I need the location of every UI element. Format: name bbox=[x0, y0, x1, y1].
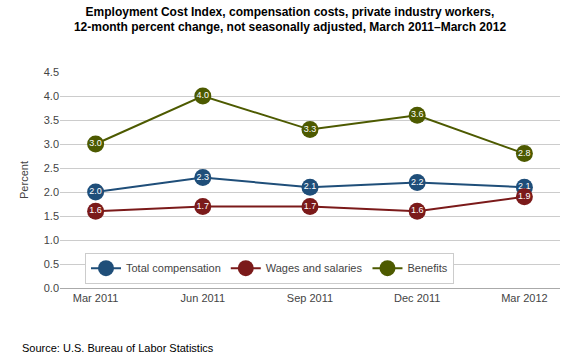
svg-text:0.5: 0.5 bbox=[44, 258, 59, 270]
svg-text:Wages and salaries: Wages and salaries bbox=[266, 262, 363, 274]
svg-text:3.0: 3.0 bbox=[89, 138, 102, 148]
svg-text:1.5: 1.5 bbox=[44, 210, 59, 222]
svg-text:Mar 2012: Mar 2012 bbox=[501, 292, 547, 304]
svg-text:1.6: 1.6 bbox=[89, 205, 102, 215]
svg-text:1.9: 1.9 bbox=[518, 191, 531, 201]
svg-text:4.0: 4.0 bbox=[197, 90, 210, 100]
svg-text:Dec 2011: Dec 2011 bbox=[394, 292, 440, 304]
svg-text:3.5: 3.5 bbox=[44, 114, 59, 126]
svg-text:0.0: 0.0 bbox=[44, 282, 59, 294]
svg-text:1.7: 1.7 bbox=[304, 201, 317, 211]
svg-text:2.1: 2.1 bbox=[304, 181, 317, 191]
svg-text:Sep 2011: Sep 2011 bbox=[287, 292, 333, 304]
svg-text:2.0: 2.0 bbox=[89, 186, 102, 196]
svg-text:Mar 2011: Mar 2011 bbox=[73, 292, 119, 304]
svg-text:2.3: 2.3 bbox=[197, 172, 210, 182]
svg-text:1.6: 1.6 bbox=[411, 205, 424, 215]
svg-text:1.7: 1.7 bbox=[197, 201, 210, 211]
svg-text:2.0: 2.0 bbox=[44, 186, 59, 198]
svg-text:2.5: 2.5 bbox=[44, 162, 59, 174]
svg-text:Total compensation: Total compensation bbox=[126, 262, 221, 274]
svg-text:3.6: 3.6 bbox=[411, 109, 424, 119]
svg-text:1.0: 1.0 bbox=[44, 234, 59, 246]
svg-text:4.0: 4.0 bbox=[44, 90, 59, 102]
svg-text:4.5: 4.5 bbox=[44, 66, 59, 78]
svg-text:3.3: 3.3 bbox=[304, 124, 317, 134]
svg-text:Benefits: Benefits bbox=[407, 262, 447, 274]
svg-text:2.8: 2.8 bbox=[518, 148, 531, 158]
svg-text:Employment Cost Index, compens: Employment Cost Index, compensation cost… bbox=[74, 5, 506, 35]
svg-text:Jun 2011: Jun 2011 bbox=[181, 292, 225, 304]
svg-text:Percent: Percent bbox=[18, 161, 30, 199]
svg-text:Source: U.S. Bureau of Labor S: Source: U.S. Bureau of Labor Statistics bbox=[22, 342, 214, 354]
svg-text:3.0: 3.0 bbox=[44, 138, 59, 150]
svg-text:2.2: 2.2 bbox=[411, 177, 424, 187]
svg-text:2.1: 2.1 bbox=[518, 181, 531, 191]
